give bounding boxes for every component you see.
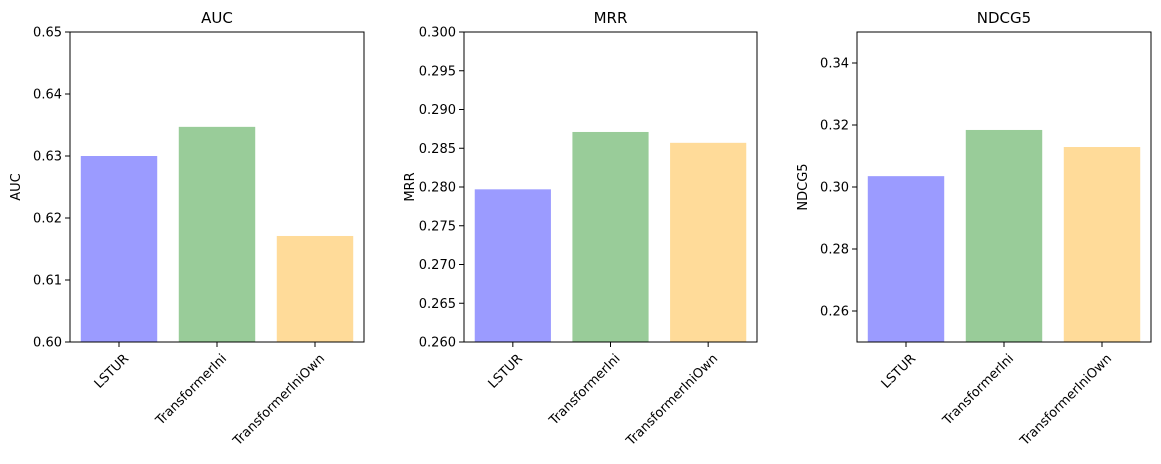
bar-transformerini (572, 131, 649, 342)
y-tick-label: 0.62 (33, 212, 62, 227)
bar-lstur (80, 156, 158, 342)
y-tick-label: 0.285 (419, 142, 456, 157)
y-tick-label: 0.61 (33, 274, 62, 289)
bar-transformerini (965, 129, 1043, 342)
x-tick-label: TransformerIniOwn (1017, 351, 1115, 449)
x-tick-label: TransformerIni (546, 351, 624, 429)
chart-panel-2: 0.26 0.28 0.30 0.32 0.34 LSTUR TransformerIni T… (796, 9, 1152, 450)
x-tick-label: TransformerIniOwn (623, 351, 721, 449)
chart-panel-0: 0.60 0.61 0.62 0.63 0.64 0.65 LSTUR Transformer… (9, 9, 365, 450)
y-tick-label: 0.64 (33, 88, 62, 103)
y-tick-label: 0.275 (419, 219, 456, 234)
y-tick-label: 0.295 (419, 64, 456, 79)
y-tick-label: 0.26 (820, 305, 849, 320)
y-tick-label: 0.265 (419, 297, 456, 312)
bar-transformeriniown (276, 235, 354, 342)
x-tick-label: LSTUR (486, 351, 526, 391)
y-tick-label: 0.28 (820, 243, 849, 258)
y-tick-label: 0.300 (419, 26, 456, 41)
y-axis-label: NDCG5 (796, 163, 811, 210)
x-tick-label: TransformerIniOwn (230, 351, 328, 449)
y-tick-label: 0.63 (33, 150, 62, 165)
y-tick-label: 0.260 (419, 336, 456, 351)
y-tick-label: 0.34 (820, 57, 849, 72)
y-axis-label: AUC (9, 173, 24, 201)
chart-title: AUC (201, 9, 233, 27)
y-tick-label: 0.290 (419, 103, 456, 118)
x-tick-label: LSTUR (92, 351, 132, 391)
x-tick-label: LSTUR (879, 351, 919, 391)
y-tick-label: 0.280 (419, 181, 456, 196)
y-tick-label: 0.30 (820, 181, 849, 196)
chart-title: MRR (594, 9, 628, 27)
x-tick-label: TransformerIni (939, 351, 1017, 429)
y-tick-label: 0.270 (419, 258, 456, 273)
bar-transformerini (178, 126, 256, 342)
bar-transformeriniown (670, 142, 747, 342)
bar-lstur (474, 189, 551, 342)
bar-lstur (867, 176, 945, 342)
y-tick-label: 0.32 (820, 119, 849, 134)
bar-transformeriniown (1063, 147, 1141, 342)
x-tick-label: TransformerIni (152, 351, 230, 429)
chart-title: NDCG5 (977, 9, 1031, 27)
chart-panel-1: 0.260 0.265 0.270 0.275 0.280 0.285 0.290 0.295… (403, 9, 758, 450)
y-axis-label: MRR (403, 172, 418, 201)
y-tick-label: 0.65 (33, 26, 62, 41)
y-tick-label: 0.60 (33, 336, 62, 351)
